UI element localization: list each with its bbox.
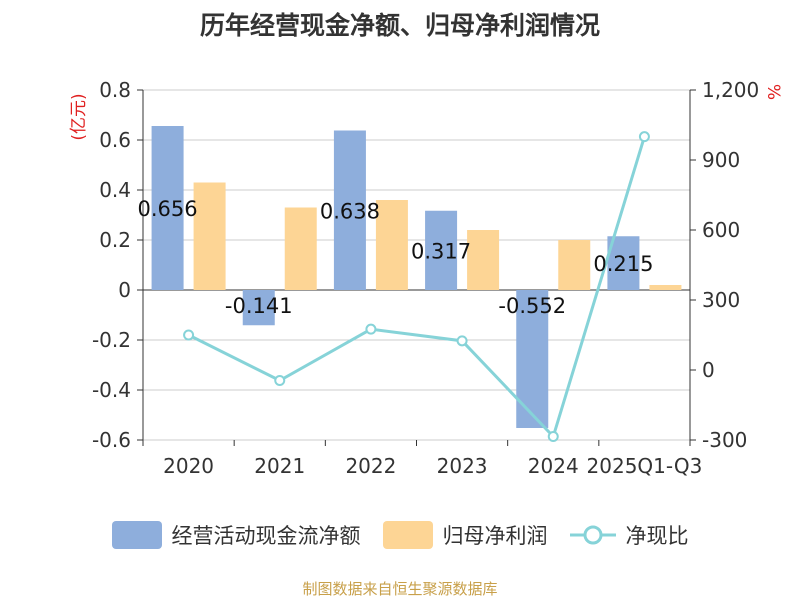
ratio-point: [274, 375, 286, 386]
x-tick-label: 2020: [163, 454, 214, 478]
right-axis-unit: %: [763, 84, 783, 100]
data-label-cash-flow: -0.141: [225, 294, 293, 318]
legend-swatch-cash-flow: [111, 521, 162, 549]
bar-net-profit: [375, 200, 408, 290]
right-tick-label: -300: [702, 428, 747, 452]
bar-net-profit: [193, 182, 226, 290]
x-tick-label: 2023: [437, 454, 488, 478]
data-label-cash-flow: -0.552: [498, 294, 566, 318]
ratio-point: [547, 431, 559, 442]
axis-layer: 0.8 0.6 0.4 0.2 0 -0.2 -0.4 -0.6 1,200 900 600 300 0…: [69, 78, 783, 478]
left-tick-label: 0.4: [99, 178, 131, 202]
bar-net-profit: [649, 285, 682, 290]
left-tick-label: -0.2: [92, 328, 131, 352]
left-axis-unit: (亿元): [69, 93, 89, 140]
right-tick-label: 300: [702, 288, 740, 312]
bar-net-profit: [558, 240, 591, 290]
label-layer: 0.656 -0.141 0.638 0.317 -0.552 0.215: [138, 197, 654, 318]
legend: 经营活动现金流净额 归母净利润 净现比: [0, 518, 800, 552]
legend-label-net-profit: 归母净利润: [442, 524, 548, 548]
legend-label-ratio: 净现比: [625, 524, 689, 548]
bar-cash-flow: [425, 210, 458, 290]
right-tick-label: 900: [702, 148, 740, 172]
right-tick-label: 0: [702, 358, 715, 382]
legend-line-ratio-icon: [569, 525, 616, 545]
chart-title: 历年经营现金净额、归母净利润情况: [199, 11, 600, 40]
data-label-cash-flow: 0.215: [593, 252, 653, 276]
left-tick-label: 0.6: [99, 128, 131, 152]
ratio-point: [638, 131, 650, 143]
data-label-cash-flow: 0.656: [138, 197, 198, 221]
data-label-cash-flow: 0.317: [411, 239, 471, 263]
bar-net-profit: [467, 230, 500, 290]
left-tick-label: 0.8: [99, 78, 131, 102]
right-tick-label: 600: [702, 218, 740, 242]
ratio-point: [183, 329, 195, 341]
right-tick-label: 1,200: [702, 78, 759, 102]
bar-cash-flow: [242, 290, 275, 326]
legend-swatch-net-profit: [382, 521, 433, 549]
x-tick-label: 2024: [528, 454, 579, 478]
legend-label-cash-flow: 经营活动现金流净额: [171, 524, 361, 548]
ratio-point: [456, 335, 468, 347]
left-tick-label: 0.2: [99, 228, 131, 252]
bar-layer: [151, 126, 682, 428]
left-tick-label: 0: [118, 278, 131, 302]
source-note: 制图数据来自恒生聚源数据库: [302, 580, 498, 598]
data-label-cash-flow: 0.638: [320, 199, 380, 223]
bar-net-profit: [284, 207, 317, 290]
line-layer: [183, 131, 650, 442]
x-tick-label: 2025Q1-Q3: [587, 454, 703, 478]
bar-cash-flow: [151, 126, 184, 290]
ratio-line: [187, 136, 646, 440]
left-tick-label: -0.4: [92, 378, 131, 402]
ratio-point: [365, 323, 377, 335]
x-tick-label: 2021: [254, 454, 305, 478]
left-tick-label: -0.6: [92, 428, 131, 452]
legend-item-ratio[interactable]: 净现比: [569, 520, 689, 550]
legend-item-cash-flow[interactable]: 经营活动现金流净额: [111, 520, 361, 550]
bar-cash-flow: [333, 130, 366, 290]
x-tick-label: 2022: [345, 454, 396, 478]
legend-item-net-profit[interactable]: 归母净利润: [382, 520, 548, 550]
